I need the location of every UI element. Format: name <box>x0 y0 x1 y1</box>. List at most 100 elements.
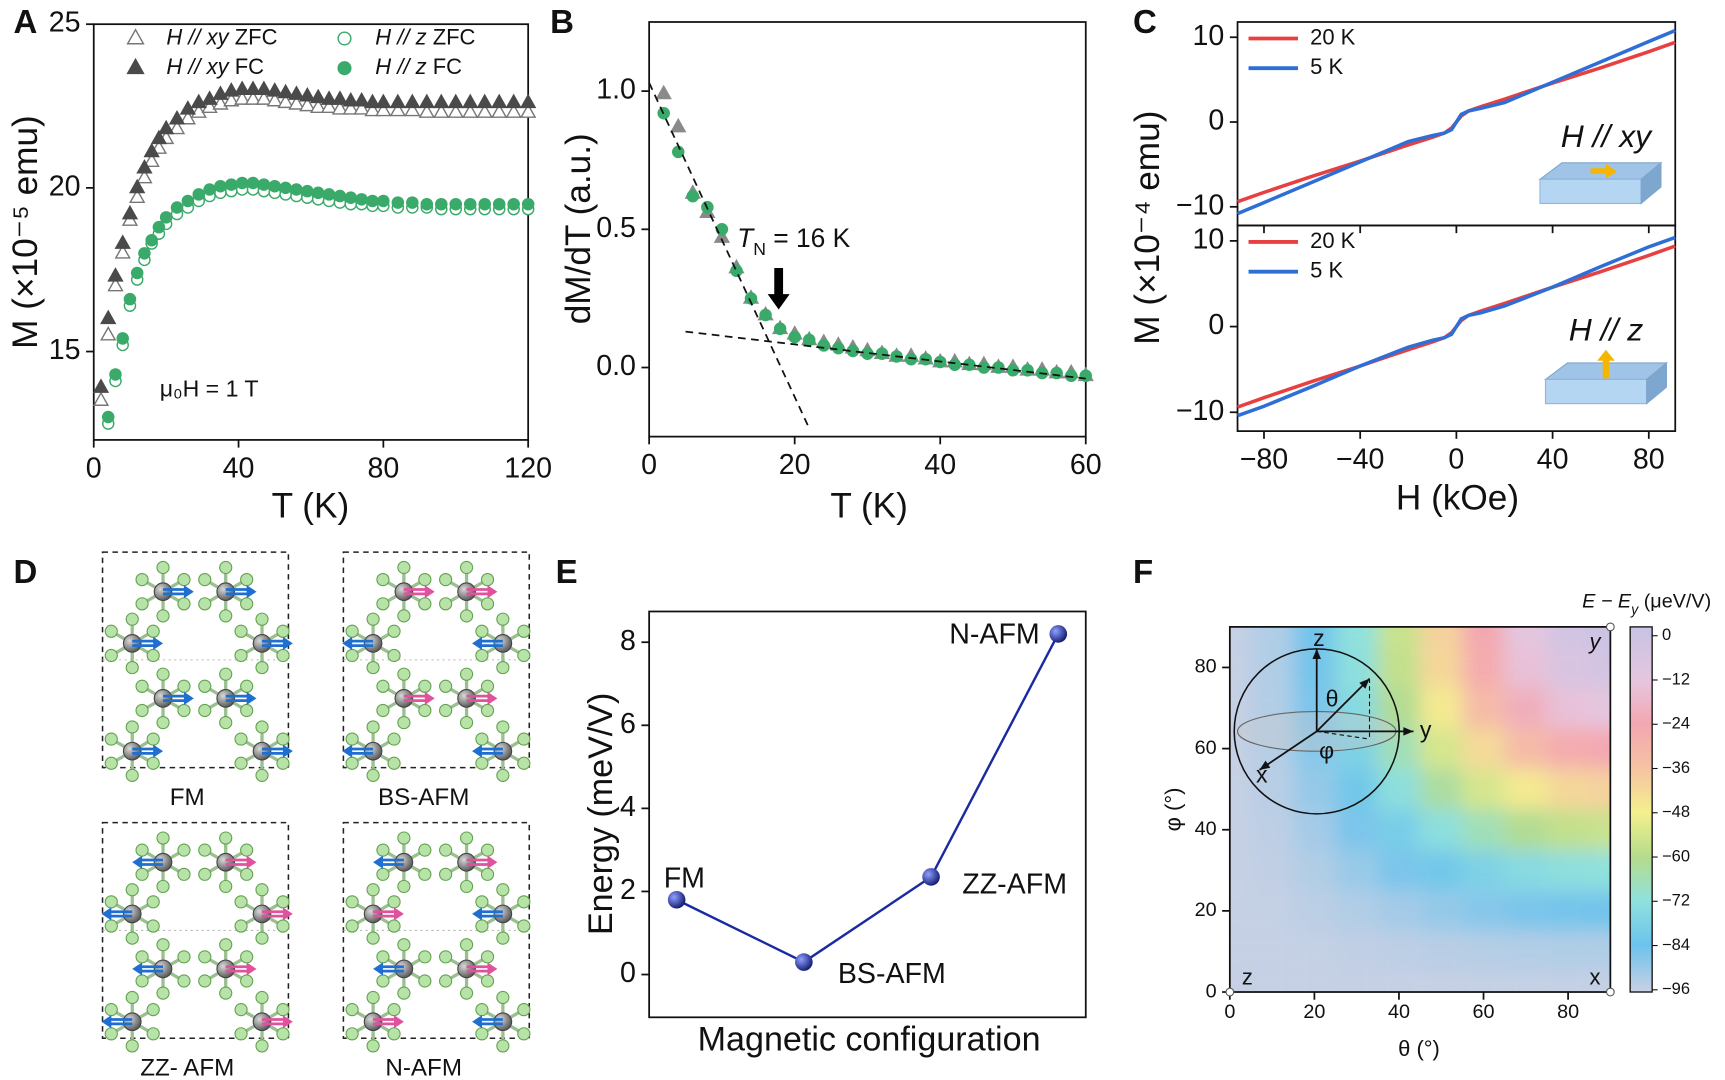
ligand-atom <box>418 679 432 693</box>
heat-cell <box>1504 626 1547 648</box>
ligand-atom <box>255 612 269 626</box>
ligand-atom <box>276 648 290 663</box>
x-tick-label: −40 <box>1336 444 1384 476</box>
sphere-axis-head <box>1359 678 1370 689</box>
metal-atom <box>394 959 414 979</box>
y-tick-label: 0.5 <box>596 212 636 244</box>
data-point <box>795 953 813 971</box>
ligand-atom <box>366 720 380 734</box>
data-point <box>299 87 316 102</box>
spin-arrow-head <box>472 1015 482 1029</box>
ligand-atom <box>475 624 489 638</box>
data-point <box>759 308 772 322</box>
ligand-atom <box>219 560 233 575</box>
heat-cell <box>1229 850 1251 891</box>
corner-dot <box>1225 987 1235 997</box>
data-point <box>136 168 153 184</box>
data-point <box>310 98 327 114</box>
colorbar-tick-label: −48 <box>1662 803 1690 821</box>
metal-atom <box>122 904 142 924</box>
colorbar-tick-label: −36 <box>1662 759 1690 777</box>
spin-arrow-head <box>101 907 112 921</box>
colorbar-tick-label: −12 <box>1662 670 1690 688</box>
heat-cell <box>1377 850 1421 891</box>
legend-marker <box>126 28 145 45</box>
heat-cell <box>1546 890 1590 932</box>
ligand-atom <box>345 1003 359 1017</box>
ligand-atom <box>439 572 453 587</box>
plot-frame <box>648 610 1087 1019</box>
ligand-atom <box>198 843 212 857</box>
ligand-atom <box>418 950 432 964</box>
data-point <box>1079 369 1093 383</box>
heat-cell <box>1377 768 1421 810</box>
ligand-atom <box>387 919 401 933</box>
heat-cell <box>1420 768 1463 810</box>
metal-atom <box>216 582 236 602</box>
y-tick-label: 25 <box>49 7 81 39</box>
data-point <box>214 179 227 193</box>
ligand-atom <box>234 732 248 746</box>
ligand-atom <box>439 843 453 857</box>
metal-atom <box>153 582 173 602</box>
data-point <box>268 179 282 193</box>
ligand-atom <box>146 624 160 638</box>
data-point <box>257 178 271 191</box>
ligand-atom <box>156 879 170 894</box>
corner-label: x <box>1589 965 1600 990</box>
data-point <box>433 93 450 109</box>
ligand-atom <box>517 895 531 909</box>
heat-cell <box>1335 890 1378 932</box>
legend-label: 5 K <box>1310 54 1343 79</box>
metal-atom <box>252 904 272 924</box>
data-point <box>100 309 117 325</box>
ligand-atom <box>104 732 118 746</box>
heat-cell <box>1229 971 1251 993</box>
ligand-atom <box>418 572 432 587</box>
y-tick-label: 4 <box>620 791 636 823</box>
data-point <box>170 201 184 214</box>
heat-cell <box>1589 768 1611 810</box>
spin-arrow-head <box>282 907 293 921</box>
data-point <box>462 93 479 109</box>
data-point <box>463 197 477 211</box>
heat-cell <box>1377 971 1421 993</box>
data-point <box>266 82 283 97</box>
y-tick-label: 0 <box>1208 309 1224 341</box>
heat-cell <box>1250 626 1294 648</box>
data-point <box>449 197 463 211</box>
heat-cell <box>1589 850 1611 891</box>
ligand-atom <box>219 609 233 623</box>
spin-arrow-head <box>282 1015 293 1029</box>
data-point <box>404 93 421 109</box>
data-point <box>418 93 435 109</box>
ligand-atom <box>146 895 160 909</box>
heat-cell <box>1335 809 1378 851</box>
ligand-atom <box>345 895 359 909</box>
ligand-atom <box>156 938 170 952</box>
data-point <box>420 197 434 211</box>
x-tick-label: −80 <box>1240 444 1288 476</box>
data-point <box>181 194 195 208</box>
x-axis-label: θ (°) <box>1398 1036 1440 1061</box>
ligand-atom <box>198 974 212 988</box>
annotation-part: N <box>753 238 766 258</box>
data-point <box>114 244 131 259</box>
spin-arrow-head <box>373 962 383 976</box>
ligand-atom <box>276 1003 290 1017</box>
spin-arrow-head <box>183 691 194 705</box>
heatmap-blur <box>1229 626 1611 993</box>
x-tick-label: 80 <box>1633 444 1665 476</box>
data-point <box>138 247 151 260</box>
heat-cell <box>1504 890 1547 932</box>
data-point <box>1049 625 1068 643</box>
point-label: N-AFM <box>949 619 1039 651</box>
heat-cell <box>1293 890 1336 932</box>
ligand-atom <box>156 986 170 1000</box>
ligand-atom <box>397 938 411 952</box>
ligand-atom <box>240 597 254 611</box>
x-tick-label: 0 <box>1448 444 1464 476</box>
ligand-atom <box>125 1039 139 1053</box>
data-point <box>948 358 962 372</box>
ligand-atom <box>198 597 212 611</box>
